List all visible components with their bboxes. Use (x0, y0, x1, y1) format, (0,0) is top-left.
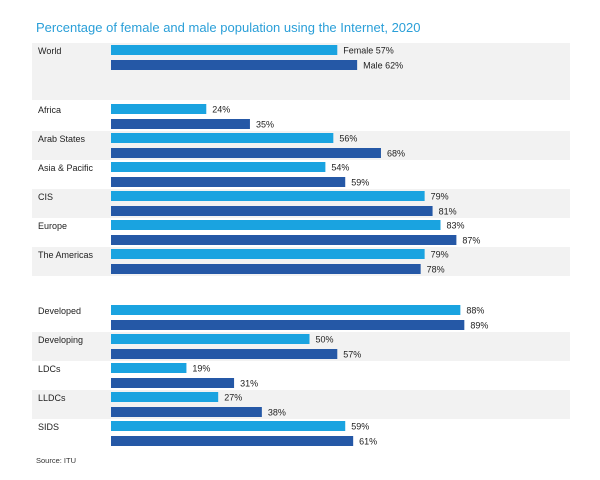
data-label-female: 83% (447, 221, 465, 231)
data-label-female: 24% (212, 105, 230, 115)
bar-male (111, 264, 421, 274)
data-label-female: 19% (192, 364, 210, 374)
category-label: Asia & Pacific (38, 163, 94, 173)
bar-male (111, 407, 262, 417)
data-label-male: 87% (462, 236, 480, 246)
data-label-male: 78% (427, 265, 445, 275)
data-label-female: 27% (224, 393, 242, 403)
bar-female (111, 421, 346, 431)
data-label-male: 38% (268, 408, 286, 418)
bar-male (111, 148, 381, 158)
bar-female (111, 392, 219, 402)
bar-female (111, 133, 334, 143)
bar-female (111, 305, 461, 315)
category-label: LLDCs (38, 393, 66, 403)
data-label-female: 79% (431, 192, 449, 202)
bar-male (111, 177, 346, 187)
data-label-female: 59% (351, 422, 369, 432)
bar-male (111, 60, 358, 70)
bar-male (111, 235, 457, 245)
category-label: The Americas (38, 250, 94, 260)
category-label: LDCs (38, 364, 61, 374)
data-label-male: 81% (439, 207, 457, 217)
data-label-female: 50% (316, 335, 334, 345)
bar-male (111, 349, 338, 359)
category-label: Developed (38, 306, 81, 316)
bar-female (111, 334, 310, 344)
bar-male (111, 378, 235, 388)
category-label: Arab States (38, 134, 86, 144)
bar-male (111, 436, 354, 446)
category-label: SIDS (38, 422, 59, 432)
category-label: CIS (38, 192, 53, 202)
bar-female (111, 363, 187, 373)
data-label-female: 88% (466, 306, 484, 316)
bar-female (111, 104, 207, 114)
bar-male (111, 206, 433, 216)
data-label-male: 57% (343, 350, 361, 360)
data-label-male: Male 62% (363, 61, 403, 71)
bar-female (111, 249, 425, 259)
category-label: World (38, 46, 61, 56)
data-label-female: 56% (339, 134, 357, 144)
bar-male (111, 119, 250, 129)
data-label-female: 79% (431, 250, 449, 260)
chart-title: Percentage of female and male population… (36, 20, 421, 35)
category-label: Europe (38, 221, 67, 231)
data-label-male: 59% (351, 178, 369, 188)
data-label-female: Female 57% (343, 46, 394, 56)
category-label: Developing (38, 335, 83, 345)
bar-female (111, 45, 338, 55)
source-note: Source: ITU (36, 456, 77, 465)
data-label-male: 31% (240, 379, 258, 389)
data-label-male: 35% (256, 120, 274, 130)
data-label-male: 61% (359, 437, 377, 447)
category-label: Africa (38, 105, 61, 115)
data-label-male: 89% (470, 321, 488, 331)
bar-female (111, 220, 441, 230)
data-label-male: 68% (387, 149, 405, 159)
bar-female (111, 162, 326, 172)
bar-female (111, 191, 425, 201)
bar-male (111, 320, 465, 330)
data-label-female: 54% (331, 163, 349, 173)
